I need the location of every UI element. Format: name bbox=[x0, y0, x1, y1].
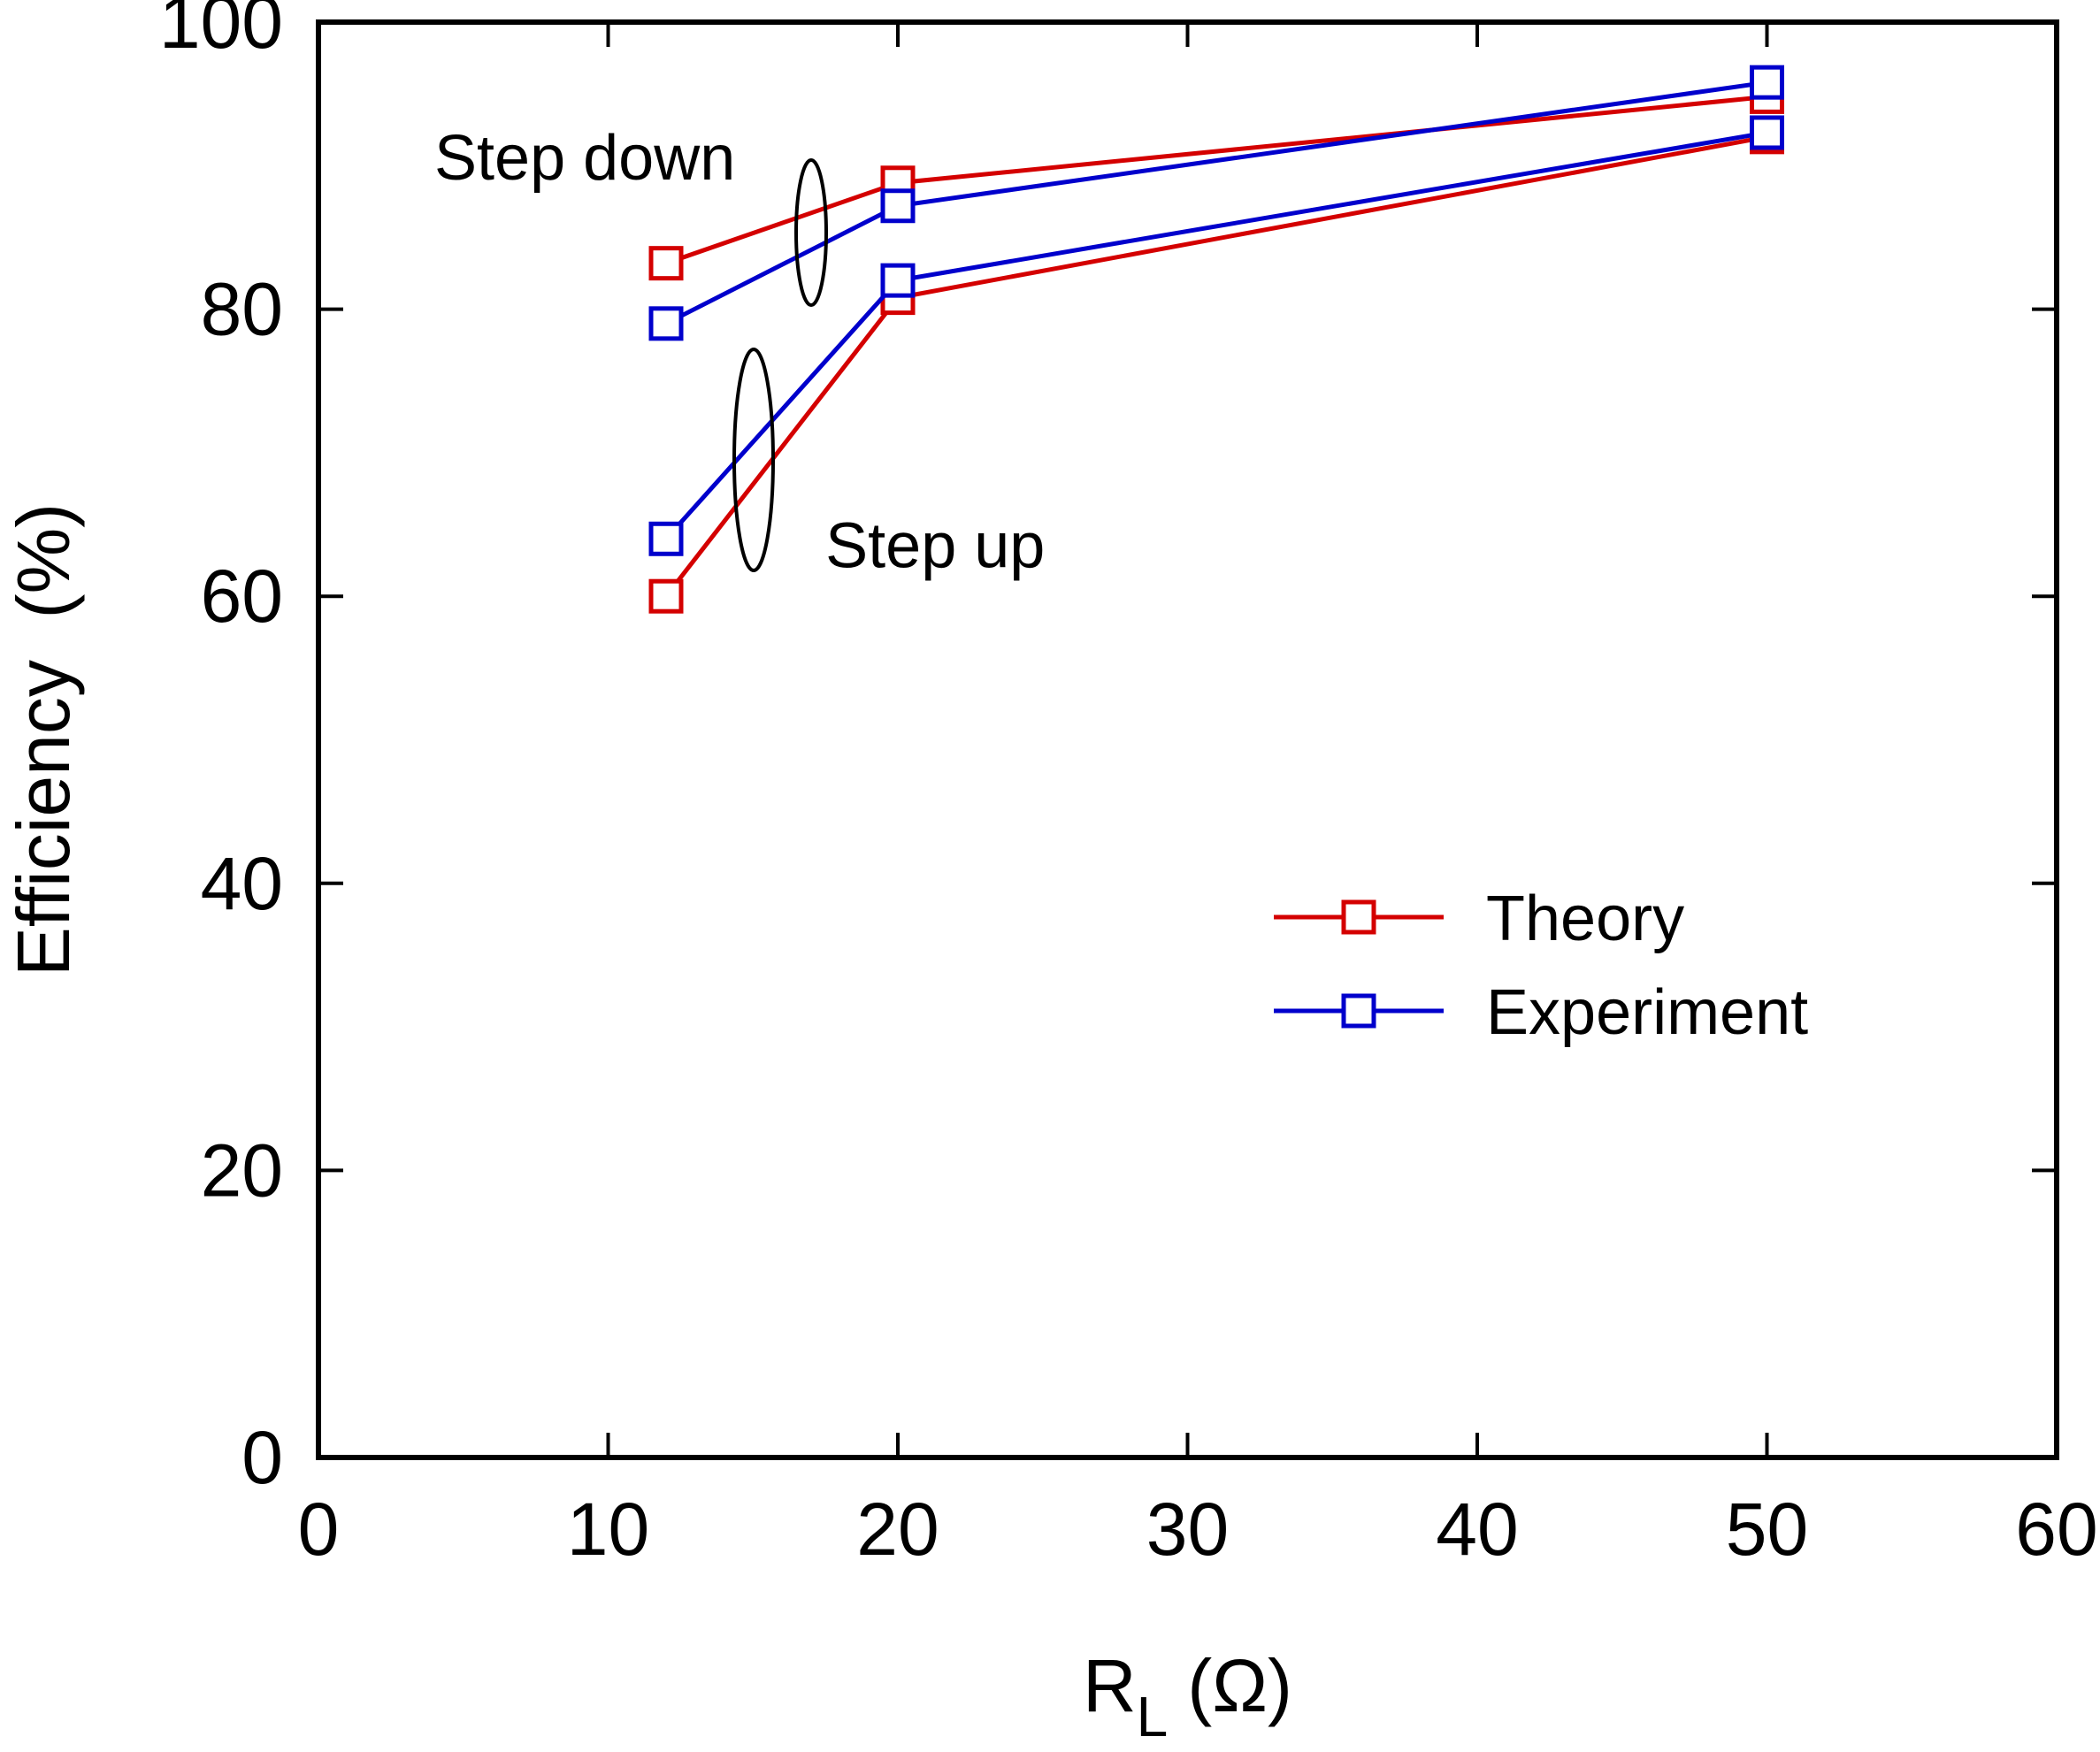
legend-marker-experiment bbox=[1341, 993, 1376, 1029]
data-point-experiment bbox=[648, 306, 684, 341]
legend-label-experiment: Experiment bbox=[1486, 977, 1808, 1048]
step-down-group-ellipse bbox=[794, 158, 828, 307]
data-point-experiment bbox=[1750, 115, 1784, 150]
legend-label-theory: Theory bbox=[1486, 884, 1684, 954]
step-up-group-ellipse bbox=[732, 348, 775, 572]
series-line-experiment-step-down bbox=[664, 80, 1767, 326]
annotation-step-down: Step down bbox=[434, 123, 735, 194]
x-tick-label: 60 bbox=[2015, 1488, 2097, 1571]
x-axis-title-subscript: L bbox=[1137, 1685, 1169, 1748]
axis-ticks bbox=[317, 20, 2058, 1459]
series-line-experiment-step-up bbox=[664, 130, 1767, 540]
y-tick-label: 40 bbox=[201, 842, 283, 925]
data-point-experiment bbox=[880, 188, 916, 224]
y-tick-label: 0 bbox=[241, 1416, 283, 1499]
x-axis-title: RL (Ω) bbox=[1083, 1644, 1292, 1748]
x-tick-label: 10 bbox=[567, 1488, 649, 1571]
x-axis-title-unit: (Ω) bbox=[1187, 1644, 1292, 1727]
data-point-experiment bbox=[880, 263, 916, 298]
data-point-theory bbox=[648, 246, 684, 281]
x-tick-label: 20 bbox=[856, 1488, 939, 1571]
y-axis-title: Efficiency (%) bbox=[2, 503, 85, 976]
plot-frame bbox=[316, 19, 2059, 1460]
annotations-layer: Step down Step up bbox=[434, 123, 1045, 581]
y-tick-label: 20 bbox=[201, 1128, 283, 1212]
y-tick-label: 60 bbox=[201, 555, 283, 638]
x-axis-title-main: R bbox=[1083, 1644, 1137, 1727]
annotation-step-up: Step up bbox=[825, 510, 1045, 581]
legend: Theory Experiment bbox=[1274, 884, 1808, 1048]
x-tick-label: 40 bbox=[1436, 1488, 1518, 1571]
x-tick-label: 50 bbox=[1726, 1488, 1808, 1571]
data-point-theory bbox=[648, 578, 684, 614]
x-tick-label: 30 bbox=[1146, 1488, 1229, 1571]
y-tick-label: 100 bbox=[159, 0, 283, 64]
data-point-experiment bbox=[648, 521, 684, 556]
legend-marker-theory bbox=[1341, 899, 1376, 935]
y-tick-label: 80 bbox=[201, 268, 283, 351]
series-layer bbox=[648, 65, 1784, 614]
data-point-experiment bbox=[1750, 65, 1784, 100]
x-tick-label: 0 bbox=[298, 1488, 340, 1571]
